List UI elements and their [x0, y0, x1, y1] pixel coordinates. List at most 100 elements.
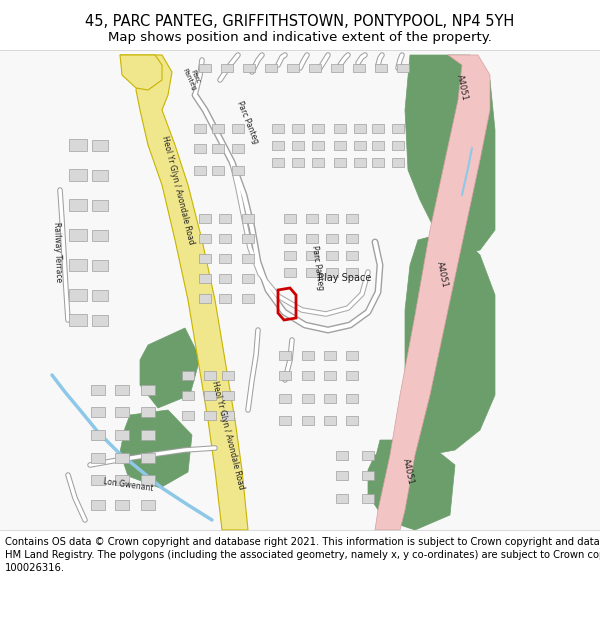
Bar [302, 351, 314, 359]
Bar [346, 234, 358, 242]
Bar [91, 475, 105, 485]
Polygon shape [120, 55, 162, 90]
Bar [141, 453, 155, 463]
Bar [242, 254, 254, 262]
Bar [346, 394, 358, 402]
Bar [336, 451, 348, 459]
Bar [92, 139, 108, 151]
Bar [222, 411, 234, 419]
Bar [69, 259, 87, 271]
Text: HM Land Registry. The polygons (including the associated geometry, namely x, y c: HM Land Registry. The polygons (includin… [5, 550, 600, 560]
Bar [354, 141, 366, 149]
Polygon shape [120, 55, 248, 530]
Bar [279, 351, 291, 359]
Bar [372, 124, 384, 132]
Bar [346, 371, 358, 379]
Bar [302, 371, 314, 379]
Text: 45, PARC PANTEG, GRIFFITHSTOWN, PONTYPOOL, NP4 5YH: 45, PARC PANTEG, GRIFFITHSTOWN, PONTYPOO… [85, 14, 515, 29]
Bar [392, 124, 404, 132]
Bar [232, 166, 244, 174]
Bar [199, 214, 211, 222]
Bar [346, 268, 358, 276]
Bar [292, 158, 304, 166]
Text: Play Space: Play Space [319, 273, 371, 283]
Bar [284, 234, 296, 242]
Bar [312, 124, 324, 132]
Bar [354, 158, 366, 166]
Bar [222, 371, 234, 379]
Bar [272, 124, 284, 132]
Bar [212, 144, 224, 152]
Bar [182, 371, 194, 379]
Bar [372, 141, 384, 149]
Bar [219, 214, 231, 222]
Bar [194, 166, 206, 174]
Bar [324, 371, 336, 379]
Bar [115, 500, 129, 510]
Bar [0, 50, 600, 530]
Bar [331, 64, 343, 72]
Bar [199, 274, 211, 282]
Bar [199, 294, 211, 302]
Bar [199, 254, 211, 262]
Bar [115, 453, 129, 463]
Bar [204, 411, 216, 419]
Bar [346, 214, 358, 222]
Bar [242, 294, 254, 302]
Text: Map shows position and indicative extent of the property.: Map shows position and indicative extent… [108, 31, 492, 44]
Bar [306, 234, 318, 242]
Text: Parc Panteg: Parc Panteg [235, 99, 260, 144]
Bar [362, 451, 374, 459]
Bar [232, 124, 244, 132]
Bar [326, 234, 338, 242]
Bar [326, 214, 338, 222]
Bar [272, 158, 284, 166]
Bar [279, 371, 291, 379]
Text: Heol Yr Glyn / Avondale Road: Heol Yr Glyn / Avondale Road [160, 135, 196, 245]
Bar [204, 371, 216, 379]
Bar [141, 385, 155, 395]
Bar [326, 251, 338, 259]
Bar [284, 268, 296, 276]
Polygon shape [140, 328, 200, 408]
Bar [91, 453, 105, 463]
Bar [91, 500, 105, 510]
Bar [242, 234, 254, 242]
Bar [312, 141, 324, 149]
Bar [346, 416, 358, 424]
Bar [212, 166, 224, 174]
Bar [199, 64, 211, 72]
Bar [69, 169, 87, 181]
Bar [346, 351, 358, 359]
Bar [326, 268, 338, 276]
Text: Lon Gwenant: Lon Gwenant [103, 477, 154, 493]
Bar [199, 234, 211, 242]
Bar [69, 229, 87, 241]
Bar [115, 385, 129, 395]
Bar [115, 407, 129, 417]
Bar [182, 411, 194, 419]
Bar [362, 494, 374, 502]
Text: A4051: A4051 [435, 261, 449, 289]
Bar [141, 475, 155, 485]
Bar [284, 214, 296, 222]
Bar [92, 259, 108, 271]
Bar [397, 64, 409, 72]
Bar [91, 430, 105, 440]
Text: 100026316.: 100026316. [5, 563, 65, 573]
Bar [309, 64, 321, 72]
Bar [272, 141, 284, 149]
Bar [312, 158, 324, 166]
Bar [92, 169, 108, 181]
Bar [69, 289, 87, 301]
Bar [115, 430, 129, 440]
Bar [334, 158, 346, 166]
Bar [194, 124, 206, 132]
Bar [392, 158, 404, 166]
Polygon shape [375, 440, 430, 460]
Bar [115, 475, 129, 485]
Bar [334, 124, 346, 132]
Bar [242, 274, 254, 282]
Bar [353, 64, 365, 72]
Bar [204, 391, 216, 399]
